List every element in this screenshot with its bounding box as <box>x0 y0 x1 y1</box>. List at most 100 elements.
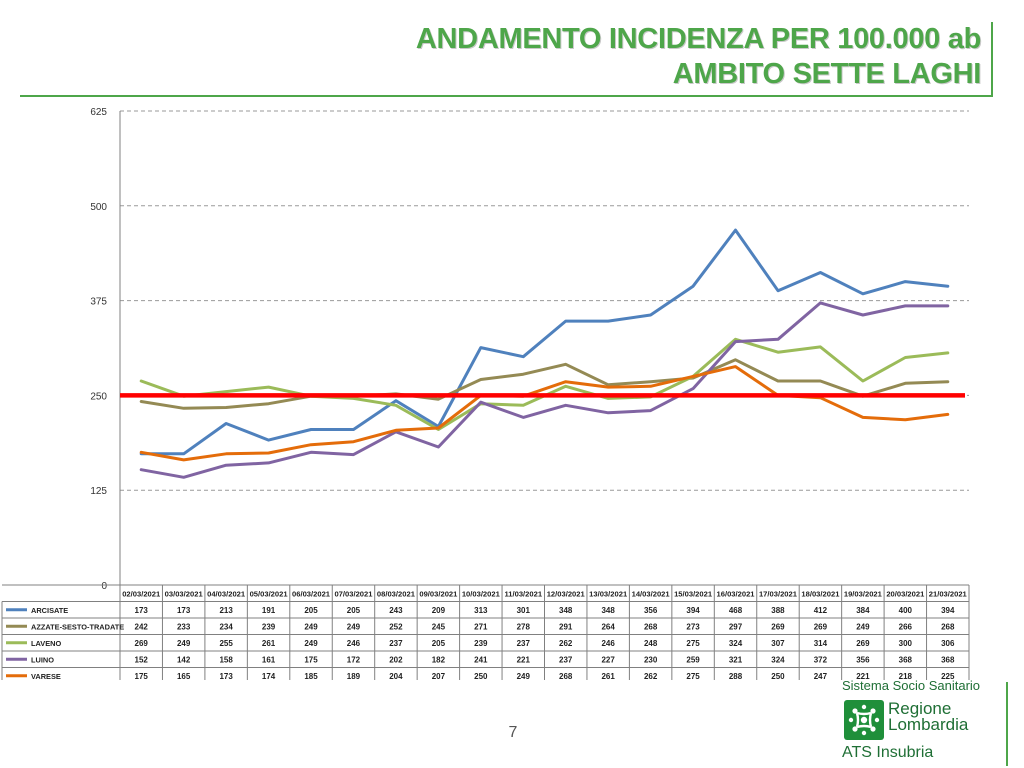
page-number: 7 <box>508 724 518 741</box>
table-cell-value: 250 <box>771 672 785 680</box>
table-cell-value: 356 <box>856 655 870 664</box>
table-cell-value: 394 <box>686 606 700 615</box>
table-cell-value: 246 <box>601 639 615 648</box>
table-cell-value: 268 <box>559 672 573 680</box>
table-cell-value: 173 <box>177 606 191 615</box>
table-cell-value: 268 <box>644 622 658 631</box>
legend-label: LUINO <box>31 655 54 664</box>
series-line-luino <box>139 301 950 479</box>
table-cell-value: 250 <box>474 672 488 680</box>
table-cell-value: 306 <box>941 639 955 648</box>
y-tick-label: 250 <box>90 391 107 402</box>
table-cell-value: 321 <box>729 655 743 664</box>
table-cell-value: 152 <box>135 655 149 664</box>
x-category-label: 11/03/2021 <box>504 590 542 599</box>
table-cell-value: 356 <box>644 606 658 615</box>
legend-label: VARESE <box>31 672 61 680</box>
x-category-label: 07/03/2021 <box>334 590 373 599</box>
x-category-label: 15/03/2021 <box>674 590 713 599</box>
table-cell-value: 245 <box>432 622 446 631</box>
table-cell-value: 259 <box>686 655 700 664</box>
y-tick-label: 375 <box>90 297 107 308</box>
y-axis-ticks: 0 125 250 375 500 625 <box>90 107 107 592</box>
table-cell-value: 261 <box>262 639 276 648</box>
table-cell-value: 209 <box>432 606 446 615</box>
table-cell-value: 412 <box>814 606 828 615</box>
table-cell-value: 225 <box>941 672 955 680</box>
y-tick-label: 500 <box>90 202 107 213</box>
table-cell-value: 307 <box>771 639 785 648</box>
table-cell-value: 182 <box>432 655 446 664</box>
legend-label: AZZATE-SESTO-TRADATE <box>31 622 124 631</box>
table-cell-value: 288 <box>729 672 743 680</box>
x-category-label: 03/03/2021 <box>165 590 204 599</box>
table-cell-value: 275 <box>686 672 700 680</box>
table-cell-value: 205 <box>347 606 361 615</box>
table-cell-value: 273 <box>686 622 700 631</box>
title-side-rule <box>991 22 993 97</box>
legend-label: LAVENO <box>31 639 61 648</box>
y-tick-label: 625 <box>90 107 107 118</box>
table-cell-value: 252 <box>389 622 403 631</box>
table-cell-value: 262 <box>644 672 658 680</box>
y-tick-label: 125 <box>90 486 107 497</box>
table-cell-value: 237 <box>389 639 403 648</box>
series-line-arcisate <box>139 228 950 456</box>
axes <box>119 111 969 586</box>
table-cell-value: 324 <box>729 639 743 648</box>
x-category-label: 19/03/2021 <box>844 590 883 599</box>
table-cell-value: 247 <box>814 672 828 680</box>
table-cell-value: 227 <box>601 655 615 664</box>
x-category-label: 06/03/2021 <box>292 590 331 599</box>
table-cell-value: 237 <box>517 639 531 648</box>
table-cell-value: 262 <box>559 639 573 648</box>
table-cell-value: 239 <box>262 622 276 631</box>
table-cell-value: 175 <box>304 655 318 664</box>
table-cell-value: 269 <box>135 639 149 648</box>
table-cell-value: 142 <box>177 655 191 664</box>
table-cell-value: 275 <box>686 639 700 648</box>
table-cell-value: 207 <box>432 672 446 680</box>
x-category-label: 02/03/2021 <box>122 590 161 599</box>
table-cell-value: 205 <box>304 606 318 615</box>
x-category-label: 21/03/2021 <box>929 590 968 599</box>
table-cell-value: 234 <box>219 622 233 631</box>
table-cell-value: 297 <box>729 622 743 631</box>
table-cell-value: 269 <box>771 622 785 631</box>
table-cell-value: 368 <box>899 655 913 664</box>
x-category-label: 14/03/2021 <box>632 590 671 599</box>
table-cell-value: 249 <box>304 622 318 631</box>
table-cell-value: 158 <box>219 655 233 664</box>
table-cell-value: 230 <box>644 655 658 664</box>
x-category-label: 10/03/2021 <box>462 590 501 599</box>
data-table: 02/03/2021 03/03/2021 04/03/2021 05/03/2021… <box>1 584 970 680</box>
table-cell-value: 165 <box>177 672 191 680</box>
table-cell-value: 213 <box>219 606 233 615</box>
table-cell-value: 233 <box>177 622 191 631</box>
table-cell-value: 249 <box>517 672 531 680</box>
ats-insubria-logo: Sistema Socio Sanitario Regione Lombardi… <box>838 678 1008 768</box>
table-cell-value: 202 <box>389 655 403 664</box>
table-cell-value: 269 <box>814 622 828 631</box>
logo-agency-name: ATS Insubria <box>842 744 934 761</box>
table-cell-value: 242 <box>135 622 149 631</box>
series-line-varese <box>139 365 950 462</box>
table-cell-value: 348 <box>601 606 615 615</box>
table-cell-value: 249 <box>304 639 318 648</box>
table-cell-value: 255 <box>219 639 233 648</box>
table-cell-value: 249 <box>856 622 870 631</box>
table-cell-value: 191 <box>262 606 276 615</box>
table-cell-value: 269 <box>856 639 870 648</box>
table-cell-value: 278 <box>517 622 531 631</box>
x-category-label: 20/03/2021 <box>886 590 925 599</box>
x-category-label: 05/03/2021 <box>250 590 289 599</box>
x-category-label: 12/03/2021 <box>547 590 586 599</box>
y-tick-label: 0 <box>101 581 107 592</box>
table-cell-value: 324 <box>771 655 785 664</box>
table-cell-value: 368 <box>941 655 955 664</box>
logo-system-text: Sistema Socio Sanitario <box>842 678 981 693</box>
table-cell-value: 218 <box>899 672 913 680</box>
table-cell-value: 372 <box>814 655 828 664</box>
table-cell-value: 384 <box>856 606 870 615</box>
title-underline <box>20 95 992 97</box>
